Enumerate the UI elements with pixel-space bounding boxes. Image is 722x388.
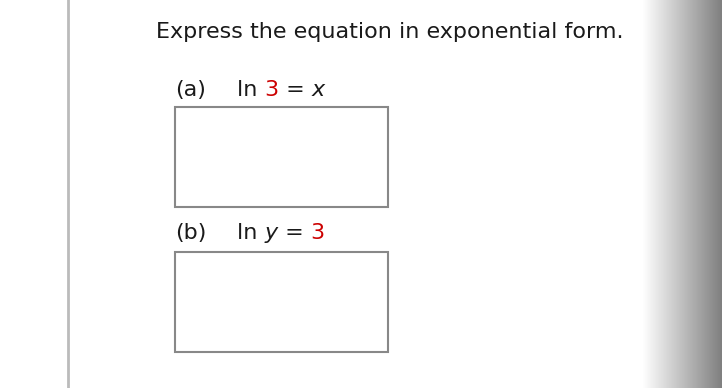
Text: (b): (b) [175,223,206,243]
Bar [175,252,388,352]
Text: y: y [264,223,278,243]
Text: ln: ln [237,223,264,243]
Text: 3: 3 [264,80,279,100]
Text: Express the equation in exponential form.: Express the equation in exponential form… [156,22,624,42]
Text: 3: 3 [310,223,325,243]
Text: =: = [279,80,311,100]
Text: =: = [278,223,310,243]
Text: ln: ln [237,80,264,100]
Text: x: x [311,80,325,100]
Text: (a): (a) [175,80,206,100]
Bar [175,107,388,207]
